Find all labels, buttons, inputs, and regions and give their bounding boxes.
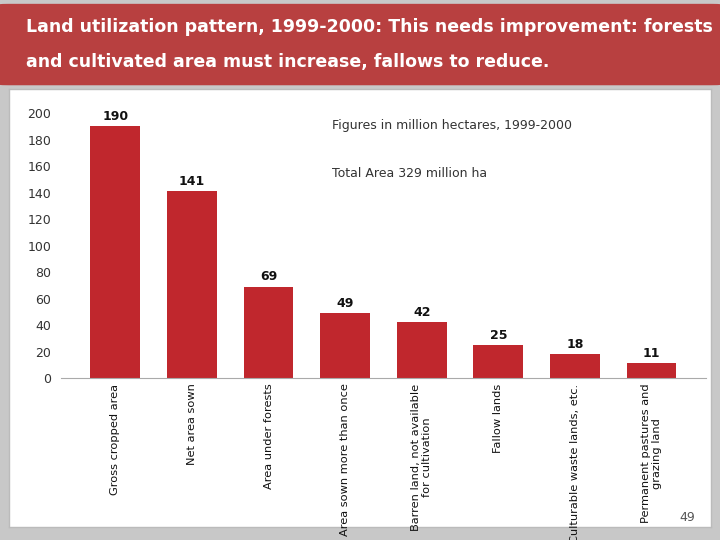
Text: 190: 190 (102, 110, 128, 123)
Text: 141: 141 (179, 175, 205, 188)
Bar (397, 322, 446, 378)
Text: Total Area 329 million ha: Total Area 329 million ha (332, 167, 487, 180)
Text: 42: 42 (413, 306, 431, 319)
Text: 18: 18 (566, 338, 583, 351)
Text: Land utilization pattern, 1999-2000: This needs improvement: forests: Land utilization pattern, 1999-2000: Thi… (26, 18, 713, 36)
Bar (473, 345, 523, 378)
Text: and cultivated area must increase, fallows to reduce.: and cultivated area must increase, fallo… (26, 53, 549, 71)
Text: 11: 11 (643, 347, 660, 360)
Bar (550, 354, 600, 378)
Text: 25: 25 (490, 328, 507, 342)
Bar (167, 191, 217, 378)
Bar (243, 287, 294, 378)
Text: Figures in million hectares, 1999-2000: Figures in million hectares, 1999-2000 (332, 119, 572, 132)
Bar (91, 126, 140, 378)
Text: 49: 49 (336, 297, 354, 310)
FancyBboxPatch shape (0, 4, 720, 85)
Text: 69: 69 (260, 271, 277, 284)
Bar (626, 363, 676, 378)
Text: 49: 49 (679, 511, 695, 524)
Bar (320, 313, 370, 378)
